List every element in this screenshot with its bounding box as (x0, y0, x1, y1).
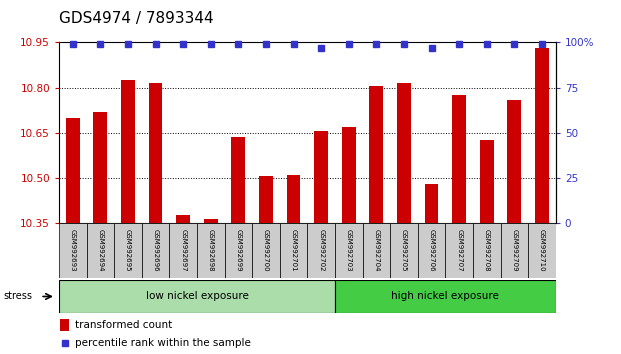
FancyBboxPatch shape (170, 223, 197, 278)
Text: stress: stress (3, 291, 32, 302)
Text: GSM992697: GSM992697 (180, 229, 186, 272)
Text: transformed count: transformed count (75, 320, 173, 330)
Text: GSM992704: GSM992704 (373, 229, 379, 272)
FancyBboxPatch shape (445, 223, 473, 278)
FancyBboxPatch shape (335, 280, 556, 313)
FancyBboxPatch shape (59, 223, 86, 278)
Text: GSM992710: GSM992710 (539, 229, 545, 272)
Bar (507, 100, 521, 223)
Bar (66, 118, 79, 223)
Text: GSM992699: GSM992699 (235, 229, 242, 272)
Text: GDS4974 / 7893344: GDS4974 / 7893344 (59, 11, 214, 25)
FancyBboxPatch shape (390, 223, 418, 278)
Text: GSM992693: GSM992693 (70, 229, 76, 272)
Bar (94, 112, 107, 223)
FancyBboxPatch shape (225, 223, 252, 278)
Bar (397, 83, 411, 223)
FancyBboxPatch shape (280, 223, 307, 278)
Bar (121, 80, 135, 223)
Bar (259, 176, 273, 223)
Bar (232, 137, 245, 223)
FancyBboxPatch shape (114, 223, 142, 278)
Bar (452, 95, 466, 223)
Text: GSM992705: GSM992705 (401, 229, 407, 272)
Bar (287, 175, 301, 223)
FancyBboxPatch shape (528, 223, 556, 278)
FancyBboxPatch shape (59, 280, 335, 313)
Text: high nickel exposure: high nickel exposure (391, 291, 499, 302)
Bar (204, 218, 218, 223)
FancyBboxPatch shape (307, 223, 335, 278)
Bar (425, 184, 438, 223)
Text: percentile rank within the sample: percentile rank within the sample (75, 338, 252, 348)
Bar (60, 319, 70, 331)
Bar (535, 48, 549, 223)
Text: GSM992698: GSM992698 (208, 229, 214, 272)
Text: low nickel exposure: low nickel exposure (145, 291, 248, 302)
Bar (342, 127, 356, 223)
Text: GSM992701: GSM992701 (291, 229, 297, 272)
Text: GSM992708: GSM992708 (484, 229, 490, 272)
FancyBboxPatch shape (86, 223, 114, 278)
Bar (314, 131, 328, 223)
FancyBboxPatch shape (252, 223, 280, 278)
Bar (480, 140, 494, 223)
Bar (369, 86, 383, 223)
Text: GSM992700: GSM992700 (263, 229, 269, 272)
FancyBboxPatch shape (335, 223, 363, 278)
Bar (176, 216, 190, 223)
Text: GSM992694: GSM992694 (97, 229, 103, 272)
FancyBboxPatch shape (473, 223, 501, 278)
FancyBboxPatch shape (418, 223, 445, 278)
Text: GSM992707: GSM992707 (456, 229, 462, 272)
Text: GSM992696: GSM992696 (153, 229, 158, 272)
Text: GSM992695: GSM992695 (125, 229, 131, 272)
Bar (148, 83, 163, 223)
FancyBboxPatch shape (363, 223, 390, 278)
FancyBboxPatch shape (501, 223, 528, 278)
Text: GSM992706: GSM992706 (428, 229, 435, 272)
FancyBboxPatch shape (197, 223, 225, 278)
Text: GSM992702: GSM992702 (318, 229, 324, 272)
Text: GSM992709: GSM992709 (512, 229, 517, 272)
Text: GSM992703: GSM992703 (346, 229, 351, 272)
FancyBboxPatch shape (142, 223, 170, 278)
